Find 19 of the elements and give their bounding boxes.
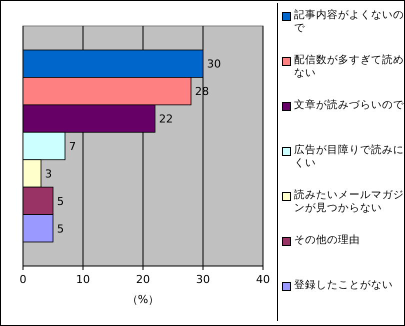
x-tick-label: 30 [196,273,210,286]
data-label: 22 [159,112,173,126]
legend-label: 登録したことがない [294,279,393,291]
data-label: 5 [57,194,64,208]
legend-label: 記事内容がよくないので [294,9,404,34]
data-label: 30 [207,58,221,71]
x-axis-title: （%） [126,293,160,306]
x-tick-label: 20 [136,273,150,286]
legend-label: 広告が目障りで読みにくい [294,144,404,169]
data-label: 3 [45,167,52,180]
legend-label: 文章が読みづらいので [294,99,404,111]
legend-label: 読みたいメールマガジンが見つからない [294,189,404,214]
legend-label: その他の理由 [294,234,360,246]
x-tick-label: 0 [20,273,26,286]
x-tick-label: 40 [256,273,270,286]
data-label: 5 [57,222,64,236]
x-tick-label: 10 [76,273,90,286]
legend-label: 配信数が多すぎて読めない [294,54,404,79]
data-label: 7 [69,140,76,153]
